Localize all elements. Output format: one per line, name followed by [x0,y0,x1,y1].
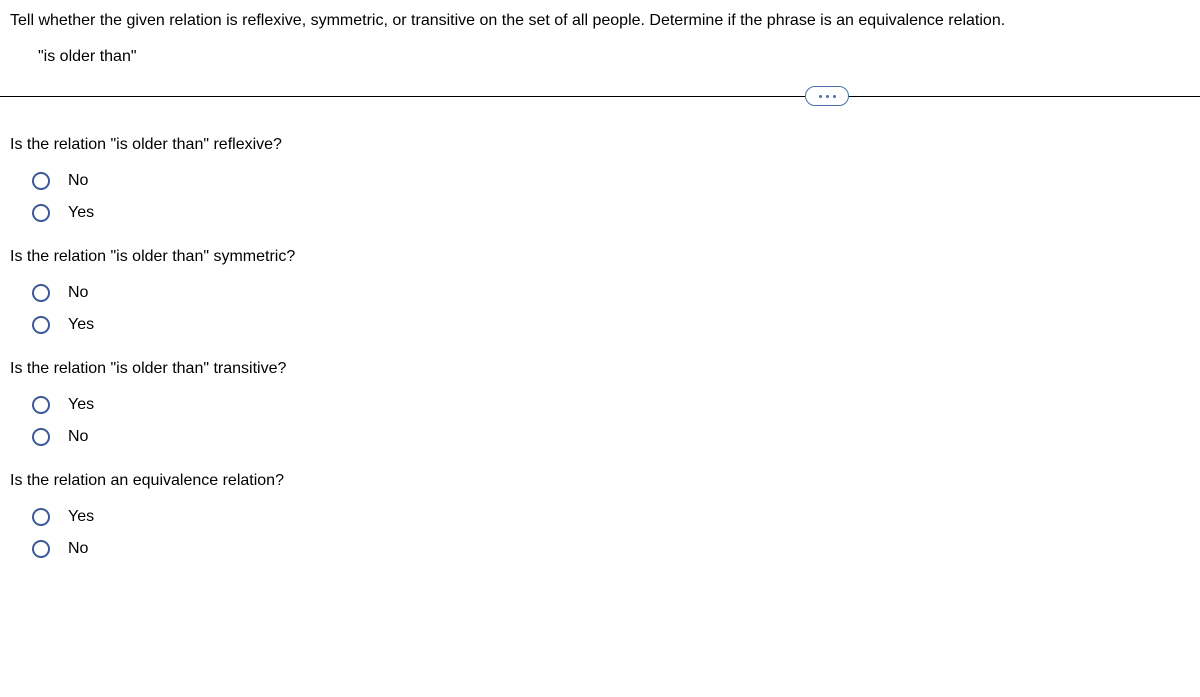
radio-label: Yes [68,396,94,414]
radio-option-equivalence-yes[interactable]: Yes [10,508,1190,526]
question-header: Tell whether the given relation is refle… [0,10,1200,84]
ellipsis-dot-icon [833,95,836,98]
radio-icon [32,316,50,334]
quoted-relation: "is older than" [10,48,1190,66]
radio-icon [32,428,50,446]
radio-icon [32,284,50,302]
radio-option-reflexive-yes[interactable]: Yes [10,204,1190,222]
radio-option-transitive-no[interactable]: No [10,428,1190,446]
radio-option-transitive-yes[interactable]: Yes [10,396,1190,414]
more-options-button[interactable] [805,86,849,106]
sub-question-equivalence: Is the relation an equivalence relation? [10,472,1190,490]
radio-label: No [68,284,88,302]
sub-question-symmetric: Is the relation "is older than" symmetri… [10,248,1190,266]
ellipsis-dot-icon [819,95,822,98]
radio-option-symmetric-no[interactable]: No [10,284,1190,302]
answer-section: Is the relation "is older than" reflexiv… [0,136,1200,558]
question-prompt-main: Tell whether the given relation is refle… [10,10,1190,32]
radio-icon [32,204,50,222]
ellipsis-dot-icon [826,95,829,98]
divider-row [0,84,1200,108]
radio-icon [32,396,50,414]
radio-option-equivalence-no[interactable]: No [10,540,1190,558]
radio-label: No [68,540,88,558]
radio-option-reflexive-no[interactable]: No [10,172,1190,190]
radio-icon [32,172,50,190]
radio-icon [32,540,50,558]
sub-question-reflexive: Is the relation "is older than" reflexiv… [10,136,1190,154]
radio-icon [32,508,50,526]
radio-label: Yes [68,204,94,222]
radio-label: Yes [68,508,94,526]
radio-label: No [68,172,88,190]
radio-option-symmetric-yes[interactable]: Yes [10,316,1190,334]
radio-label: Yes [68,316,94,334]
sub-question-transitive: Is the relation "is older than" transiti… [10,360,1190,378]
divider-line [0,96,1200,97]
radio-label: No [68,428,88,446]
